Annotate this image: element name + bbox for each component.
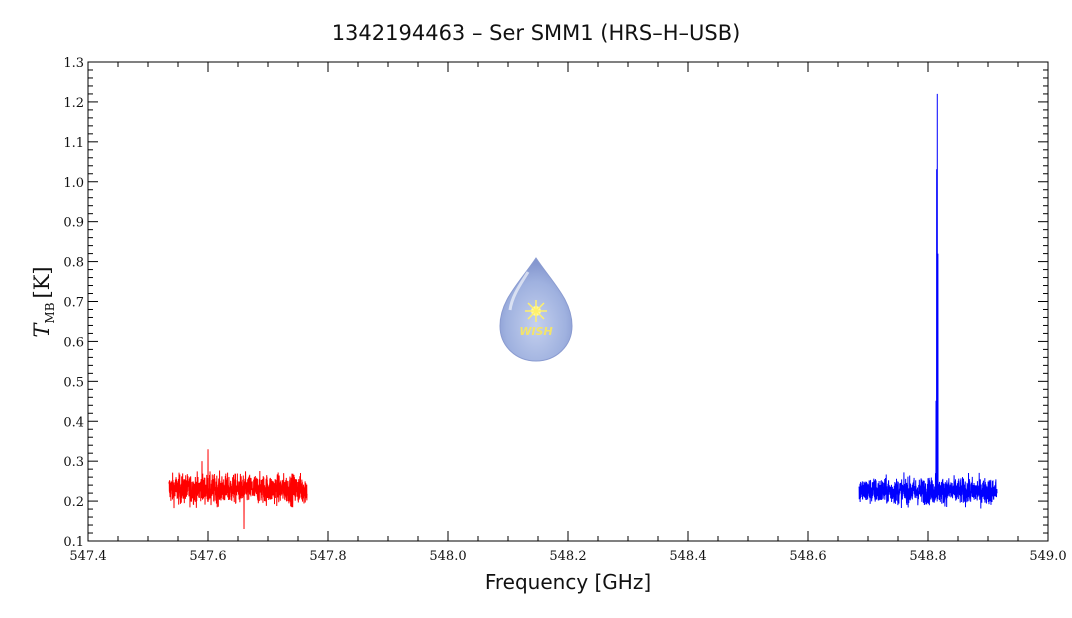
y-tick-label: 0.2 xyxy=(63,495,84,510)
y-tick-label: 0.4 xyxy=(63,415,84,430)
y-tick-label: 1.1 xyxy=(63,136,84,151)
axis-ticks xyxy=(87,61,1049,542)
logo-text: WISH xyxy=(519,325,552,338)
x-tick-label: 548.2 xyxy=(549,549,586,564)
x-tick-labels: 547.4 547.6 547.8 548.0 548.2 548.4 548.6 548.8… xyxy=(69,549,1066,564)
x-tick-label: 547.8 xyxy=(309,549,346,564)
y-tick-label: 0.7 xyxy=(63,296,84,311)
y-axis-label: TMB[K] xyxy=(30,266,57,337)
y-tick-labels: 0.1 0.2 0.3 0.4 0.5 0.6 0.7 0.8 0.9 1.0 1.1 1.2 1.3 xyxy=(63,56,84,550)
y-tick-label: 0.5 xyxy=(63,375,84,390)
star-icon xyxy=(525,300,547,322)
wish-logo: WISH xyxy=(499,257,573,362)
y-tick-label: 1.3 xyxy=(63,56,84,71)
x-tick-label: 547.4 xyxy=(69,549,106,564)
y-tick-label: 0.9 xyxy=(63,216,84,231)
y-tick-label: 0.3 xyxy=(63,455,84,470)
x-tick-label: 548.6 xyxy=(789,549,826,564)
spectrum-series-0 xyxy=(168,449,308,530)
y-tick-label: 1.2 xyxy=(63,96,84,111)
x-tick-label: 549.0 xyxy=(1029,549,1066,564)
x-tick-label: 547.6 xyxy=(189,549,226,564)
y-tick-label: 0.6 xyxy=(63,335,84,350)
plot-series xyxy=(168,93,998,530)
x-axis-label: Frequency [GHz] xyxy=(485,570,651,594)
x-tick-label: 548.4 xyxy=(669,549,706,564)
x-tick-label: 548.0 xyxy=(429,549,466,564)
spectrum-series-1 xyxy=(858,93,998,509)
svg-text:TMB[K]: TMB[K] xyxy=(30,266,57,337)
y-tick-label: 0.8 xyxy=(63,256,84,271)
y-tick-label: 0.1 xyxy=(63,535,84,550)
x-tick-label: 548.8 xyxy=(909,549,946,564)
plot-frame xyxy=(87,61,1049,542)
chart-title: 1342194463 – Ser SMM1 (HRS–H–USB) xyxy=(332,21,741,45)
y-tick-label: 1.0 xyxy=(63,176,84,191)
